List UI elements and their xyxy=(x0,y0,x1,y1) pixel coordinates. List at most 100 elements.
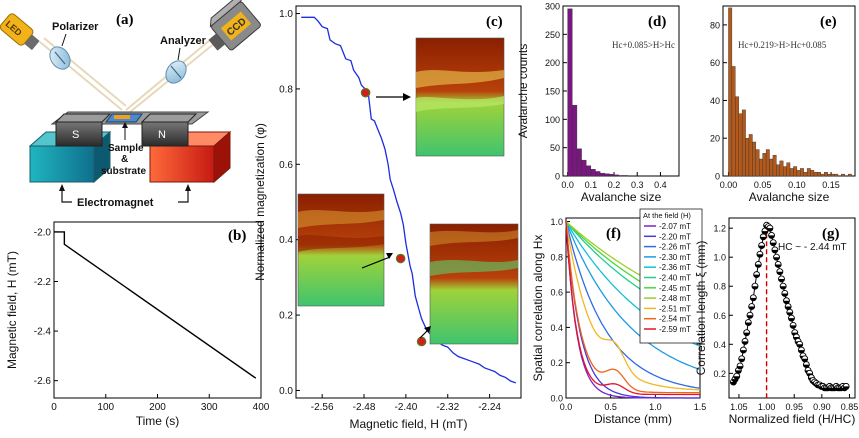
polarizer-axis xyxy=(54,51,66,65)
panel-c-plot: -2.56 -2.48 -2.40 -2.32 -2.24 0.0 0.2 0.4 0.6 0.8… xyxy=(253,9,517,431)
panel-b-field-vs-time: (b) 0 100 200 300 400 -2.0 -2.2 -2.4 -2.6 Time (s… xyxy=(5,221,270,428)
x-tick-label: 1.00 xyxy=(758,402,776,412)
panel-g-annotation: HC ~ - 2.44 mT xyxy=(778,242,847,253)
x-tick-label: -2.24 xyxy=(478,402,501,413)
panel-d-label: (d) xyxy=(648,14,666,30)
correlation-series-line xyxy=(565,221,700,396)
arrow-to-middle-image xyxy=(361,256,391,269)
y-tick-label: 40 xyxy=(710,96,720,106)
data-point-half-fill xyxy=(761,231,768,235)
histogram-bar xyxy=(623,175,629,177)
data-point-half-fill xyxy=(733,376,740,380)
y-tick-label: 0.4 xyxy=(550,323,563,333)
histogram-bar xyxy=(817,172,822,177)
histogram-bar xyxy=(803,172,808,177)
y-tick-label: 0 xyxy=(555,172,560,182)
y-tick-label: 1.0 xyxy=(550,217,563,227)
bracket-arrow-left xyxy=(59,184,65,191)
moke-image-top xyxy=(415,37,505,157)
data-point-half-fill xyxy=(803,364,810,368)
panel-d-avalanche-histogram: (d) Hc+0.085>H>Hc 0.0 0.1 0.2 0.3 0.4 0 50 100 1… xyxy=(516,2,680,204)
data-point-half-fill xyxy=(770,242,777,246)
legend-frame xyxy=(639,208,703,344)
panel-b-label: (b) xyxy=(228,228,246,244)
histogram-bar xyxy=(776,164,780,177)
sample-amp-label: & xyxy=(121,154,128,165)
y-tick-label: 200 xyxy=(545,58,560,68)
data-point-half-fill xyxy=(786,312,793,316)
x-tick-label: 100 xyxy=(97,402,114,413)
correlation-series-line xyxy=(565,221,701,371)
moke-image-middle xyxy=(297,193,385,307)
x-tick-label: 0.2 xyxy=(608,180,621,190)
histogram-bar xyxy=(572,104,578,177)
y-axis-label: Magnetic field, H (mT) xyxy=(5,251,19,369)
x-axis-label: Avalanche size xyxy=(749,190,830,204)
y-tick-label: 100 xyxy=(545,115,560,125)
histogram-bar xyxy=(595,171,601,177)
y-tick-label: -2.4 xyxy=(34,327,52,338)
histogram-bar xyxy=(820,173,825,177)
y-tick-label: 250 xyxy=(545,30,560,40)
histogram-bar xyxy=(762,153,767,177)
x-tick-label: -2.56 xyxy=(311,402,334,413)
x-tick-label: 1.0 xyxy=(649,402,662,412)
histogram-bar xyxy=(745,138,750,177)
data-point-half-fill xyxy=(790,325,797,329)
led-source: LED xyxy=(0,13,40,51)
substrate-label: substrate xyxy=(101,166,146,177)
data-point-half-fill xyxy=(732,379,739,383)
data-point-half-fill xyxy=(750,297,757,301)
panel-d-annotation: Hc+0.085>H>Hc xyxy=(612,40,675,50)
histogram-bar xyxy=(604,173,610,177)
y-tick-label: 0.4 xyxy=(713,340,726,350)
analyzer-pointer xyxy=(177,47,181,61)
sample-label: Sample xyxy=(108,143,144,154)
pole-piece-n: N xyxy=(140,113,198,147)
panel-g-correlation-length: (g) HC ~ - 2.44 mT 1.05 1.00 0.95 0.90 0.85 0… xyxy=(694,217,858,426)
histogram-bar xyxy=(841,173,845,177)
y-tick-label: 0 xyxy=(715,172,720,182)
legend-entries: -2.07 mT-2.20 mT -2.26 mT-2.30 mT-2.36 mT… xyxy=(644,222,691,334)
polarizer-label: Polarizer xyxy=(52,21,99,33)
x-tick-label: 0.0 xyxy=(561,180,574,190)
histogram-bar xyxy=(782,166,787,177)
histogram-bar xyxy=(793,166,798,177)
histogram-bar xyxy=(741,109,746,177)
legend-entry-label: -2.59 mT xyxy=(659,325,691,334)
analyzer-axis xyxy=(170,65,182,79)
legend-entry-label: -2.30 mT xyxy=(659,253,691,262)
panel-b-plot: 0 100 200 300 400 -2.0 -2.2 -2.4 -2.6 Time (s) Mag… xyxy=(5,227,270,428)
data-point-half-fill xyxy=(738,358,745,362)
panel-e-plot: 0.00 0.05 0.10 0.15 0 20 40 60 80 Avalanche size xyxy=(710,7,852,204)
field-ramp-line xyxy=(54,231,257,379)
panel-f-legend: At the field (H) -2.07 mT-2.20 mT -2.26 m… xyxy=(639,208,703,344)
data-point-half-fill xyxy=(783,300,790,304)
data-point-half-fill xyxy=(756,254,763,258)
data-point-half-fill xyxy=(780,286,787,290)
histogram-bar xyxy=(752,141,757,177)
data-point-half-fill xyxy=(766,228,773,232)
histogram-bar xyxy=(765,149,770,177)
electromagnet-coil-right xyxy=(148,130,232,184)
panel-c-axes-frame xyxy=(295,5,522,399)
ccd-camera: CCD xyxy=(208,0,261,51)
y-tick-label: 0.0 xyxy=(279,386,293,397)
pole-s-label: S xyxy=(72,129,79,141)
y-tick-label: 80 xyxy=(710,20,720,30)
electromagnet-label: Electromagnet xyxy=(77,197,154,209)
data-point-half-fill xyxy=(768,235,775,239)
moke-image-bottom xyxy=(429,223,519,345)
electromagnet-bracket xyxy=(61,186,189,203)
panel-g-label: (g) xyxy=(822,226,840,242)
data-point-half-fill xyxy=(737,366,744,370)
bracket-arrow-right xyxy=(185,184,191,191)
legend-entry-label: -2.54 mT xyxy=(659,315,691,324)
legend-entry-label: -2.36 mT xyxy=(659,263,691,272)
x-tick-label: 0.15 xyxy=(822,180,840,190)
data-point-half-fill xyxy=(743,332,750,336)
data-point-half-fill xyxy=(798,350,805,354)
histogram-bar xyxy=(735,96,739,177)
histogram-bar xyxy=(806,168,811,177)
